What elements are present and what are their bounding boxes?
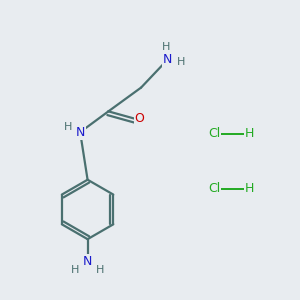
Text: H: H — [162, 42, 170, 52]
Text: H: H — [177, 57, 185, 67]
Text: H: H — [64, 122, 73, 132]
Text: H: H — [245, 127, 254, 140]
Text: H: H — [245, 182, 254, 195]
Text: H: H — [70, 265, 79, 275]
Text: Cl: Cl — [208, 127, 220, 140]
Text: H: H — [96, 265, 105, 275]
Text: N: N — [163, 53, 172, 66]
Text: Cl: Cl — [208, 182, 220, 195]
Text: N: N — [83, 255, 92, 268]
Text: N: N — [76, 126, 85, 139]
Text: O: O — [135, 112, 145, 125]
